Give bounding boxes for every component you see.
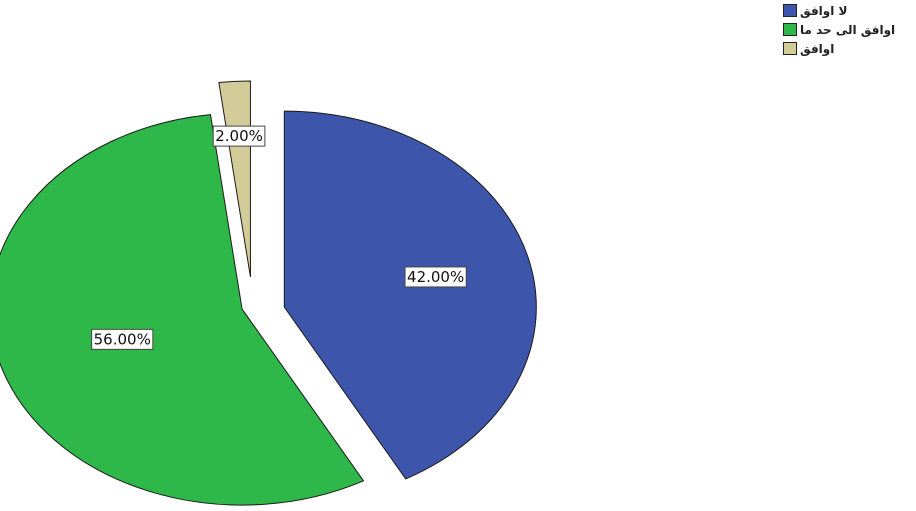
legend-item-1: اوافق الى حد ما	[783, 20, 895, 39]
legend-item-2: اوافق	[783, 39, 895, 58]
legend-item-0: لا اوافق	[783, 1, 895, 20]
pie-value-label-0: 42.00%	[405, 267, 466, 287]
svg-text:56.00%: 56.00%	[94, 330, 151, 348]
legend-label-1: اوافق الى حد ما	[800, 23, 895, 37]
legend-swatch-0	[783, 4, 797, 17]
pie-value-label-2: 2.00%	[213, 126, 265, 146]
legend-swatch-2	[783, 42, 797, 55]
svg-text:42.00%: 42.00%	[407, 268, 464, 286]
legend-label-0: لا اوافق	[800, 4, 847, 18]
legend-label-2: اوافق	[800, 42, 834, 56]
svg-text:2.00%: 2.00%	[215, 127, 263, 145]
pie-value-label-1: 56.00%	[92, 329, 153, 349]
legend: لا اوافق اوافق الى حد ما اوافق	[783, 1, 895, 58]
legend-swatch-1	[783, 23, 797, 36]
